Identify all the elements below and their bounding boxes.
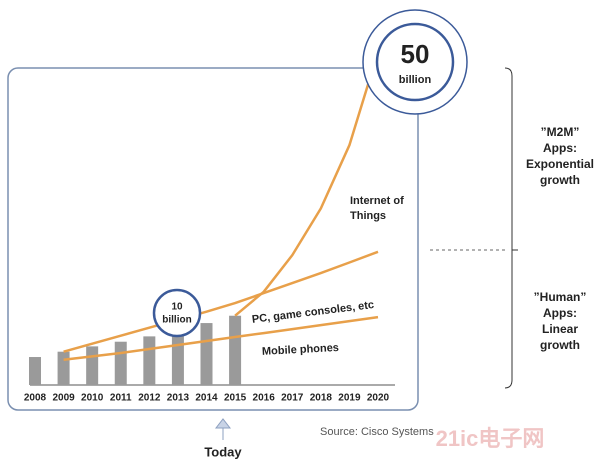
bar: [86, 346, 99, 385]
x-tick-label: 2008: [24, 393, 47, 404]
x-tick-label: 2017: [281, 393, 304, 404]
human-label: Linear: [542, 322, 578, 336]
series-label: Mobile phones: [262, 342, 340, 358]
series-label: PC, game consoles, etc: [251, 299, 374, 326]
small-circle-unit: billion: [162, 315, 191, 326]
x-tick-label: 2019: [338, 393, 361, 404]
human-label: growth: [540, 338, 580, 352]
x-tick-label: 2020: [367, 393, 390, 404]
bar: [229, 315, 242, 385]
x-tick-label: 2011: [110, 393, 132, 404]
x-tick-label: 2013: [167, 393, 190, 404]
big-circle-inner: [375, 22, 455, 102]
x-tick-label: 2012: [138, 393, 161, 404]
human-label: Apps:: [543, 306, 577, 320]
source: Source: Cisco Systems: [320, 426, 434, 438]
bar: [200, 323, 213, 385]
bar: [143, 336, 156, 385]
x-tick-label: 2015: [224, 393, 247, 404]
big-circle-number: 50: [401, 39, 430, 69]
x-tick-label: 2018: [310, 393, 333, 404]
series-line: [63, 315, 379, 361]
watermark: 21ic电子网: [436, 426, 545, 451]
today-arrow: [214, 418, 232, 440]
bracket: [504, 67, 518, 389]
x-tick-label: 2014: [195, 393, 218, 404]
bar: [114, 341, 127, 385]
series-label: Internet of Things: [350, 195, 404, 222]
small-circle-number: 10: [171, 302, 183, 313]
x-tick-label: 2010: [81, 393, 104, 404]
m2m-label: growth: [540, 173, 580, 187]
human-label: ”Human”: [534, 290, 587, 304]
series-line: [63, 250, 379, 353]
chart-frame: [7, 67, 419, 411]
series-line: [234, 51, 380, 317]
bar: [29, 357, 41, 385]
m2m-label: Apps:: [543, 141, 577, 155]
small-circle: [152, 288, 202, 338]
bar: [57, 351, 70, 385]
big-circle-unit: billion: [399, 74, 432, 86]
x-tick-label: 2016: [253, 393, 276, 404]
x-tick-label: 2009: [52, 393, 75, 404]
m2m-label: ”M2M”: [541, 125, 580, 139]
bar: [171, 330, 184, 385]
m2m-label: Exponential: [526, 157, 594, 171]
today-label: Today: [204, 444, 242, 459]
